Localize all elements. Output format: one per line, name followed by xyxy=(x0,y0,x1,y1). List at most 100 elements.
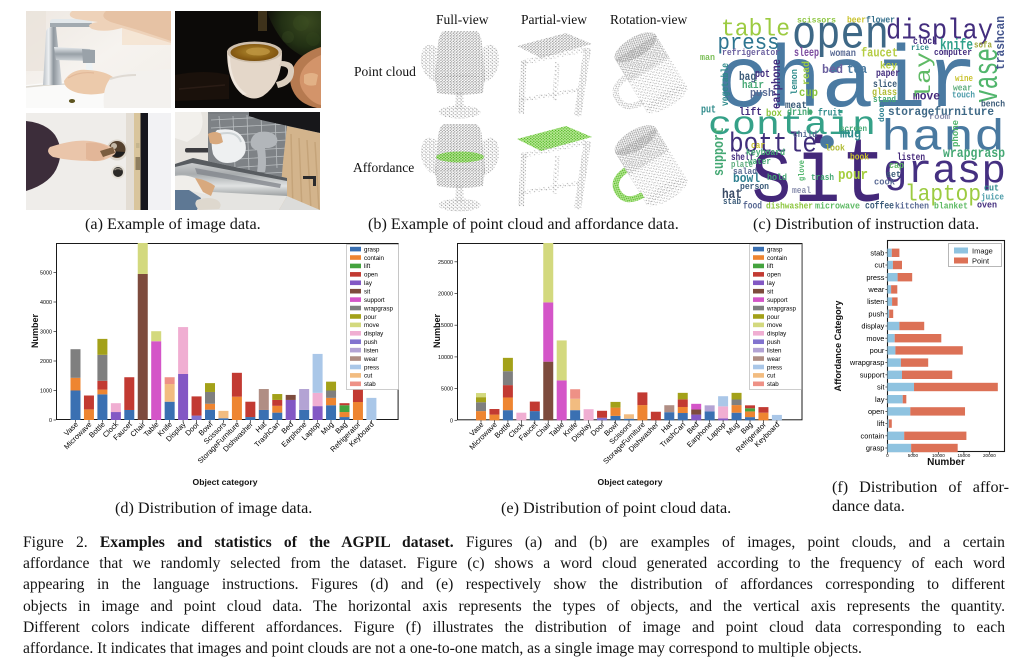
svg-text:hat: hat xyxy=(722,187,742,203)
svg-text:sleep: sleep xyxy=(794,46,819,60)
svg-text:clock: clock xyxy=(913,36,937,48)
svg-text:man: man xyxy=(700,52,715,63)
svg-text:pour: pour xyxy=(870,346,885,355)
svg-text:support: support xyxy=(711,127,728,176)
svg-text:put: put xyxy=(701,105,716,117)
svg-text:bowl: bowl xyxy=(733,171,760,186)
svg-text:vegetable: vegetable xyxy=(720,63,732,106)
svg-text:cut: cut xyxy=(364,373,373,380)
svg-text:open: open xyxy=(364,272,378,279)
svg-text:2000: 2000 xyxy=(40,359,52,365)
svg-text:Affordance Category: Affordance Category xyxy=(833,300,843,392)
svg-text:push: push xyxy=(767,339,781,346)
svg-text:0: 0 xyxy=(886,453,889,458)
svg-text:lift: lift xyxy=(364,263,370,270)
svg-text:scissors: scissors xyxy=(797,17,836,26)
svg-text:4000: 4000 xyxy=(40,300,52,306)
svg-text:fruit: fruit xyxy=(818,108,842,120)
svg-text:cut: cut xyxy=(875,261,885,270)
svg-text:pour: pour xyxy=(767,314,779,321)
svg-text:listen: listen xyxy=(767,347,782,354)
svg-text:display: display xyxy=(364,331,384,338)
svg-text:wear: wear xyxy=(953,83,972,94)
svg-text:contain: contain xyxy=(364,255,385,262)
svg-text:lay: lay xyxy=(875,395,885,404)
svg-text:sit: sit xyxy=(767,289,773,296)
svg-text:water: water xyxy=(748,157,771,167)
svg-text:0: 0 xyxy=(49,418,52,424)
svg-text:chair: chair xyxy=(717,35,978,133)
svg-text:display: display xyxy=(861,322,884,331)
svg-text:phone: phone xyxy=(950,120,961,147)
svg-text:sofa: sofa xyxy=(974,41,992,51)
svg-text:cut: cut xyxy=(984,183,999,194)
svg-text:book: book xyxy=(850,152,869,163)
svg-text:Image: Image xyxy=(972,247,993,256)
svg-text:support: support xyxy=(860,370,885,379)
svg-text:listen: listen xyxy=(897,152,925,164)
svg-text:open: open xyxy=(792,10,889,62)
svg-text:flower: flower xyxy=(866,16,895,26)
svg-text:wrapgrasp: wrapgrasp xyxy=(849,358,885,367)
svg-text:keyboard: keyboard xyxy=(746,147,785,158)
svg-text:car: car xyxy=(751,140,765,151)
svg-text:key: key xyxy=(880,61,898,73)
svg-text:slice: slice xyxy=(873,79,897,91)
svg-text:5000: 5000 xyxy=(908,453,919,458)
svg-text:door: door xyxy=(877,103,887,122)
svg-text:sit: sit xyxy=(877,383,884,392)
svg-text:lay: lay xyxy=(364,280,373,287)
svg-text:lemon: lemon xyxy=(790,69,800,95)
svg-text:lay: lay xyxy=(914,52,937,100)
svg-text:press: press xyxy=(866,273,884,282)
svg-text:paper: paper xyxy=(876,68,900,80)
svg-text:beer: beer xyxy=(847,16,866,26)
svg-text:stab: stab xyxy=(870,248,884,257)
svg-text:grasp: grasp xyxy=(767,246,783,253)
svg-text:move: move xyxy=(866,334,884,343)
svg-text:move: move xyxy=(913,90,940,104)
svg-text:Number: Number xyxy=(30,314,40,349)
svg-text:press: press xyxy=(767,364,782,371)
svg-text:move: move xyxy=(767,322,783,329)
svg-text:glass: glass xyxy=(872,87,897,99)
svg-text:listen: listen xyxy=(867,297,884,306)
svg-text:wine: wine xyxy=(955,73,973,84)
svg-text:vase: vase xyxy=(970,48,1008,103)
svg-text:mug: mug xyxy=(840,127,861,143)
svg-text:hold: hold xyxy=(767,173,787,183)
svg-text:plate: plate xyxy=(731,160,753,170)
svg-text:contain: contain xyxy=(708,107,876,144)
svg-text:read: read xyxy=(801,61,813,85)
svg-text:box: box xyxy=(766,108,782,120)
svg-text:wrapgrasp: wrapgrasp xyxy=(943,146,1005,162)
svg-text:display: display xyxy=(767,331,787,338)
svg-text:3000: 3000 xyxy=(40,330,52,336)
svg-text:child: child xyxy=(793,129,817,140)
svg-text:touch: touch xyxy=(952,90,975,101)
svg-text:tea: tea xyxy=(847,62,867,77)
svg-text:grasp: grasp xyxy=(364,246,380,253)
svg-text:stab: stab xyxy=(723,197,741,207)
svg-text:bed: bed xyxy=(822,63,843,77)
svg-text:blanket: blanket xyxy=(934,201,968,212)
svg-text:press: press xyxy=(718,31,780,56)
svg-text:coffee: coffee xyxy=(865,201,894,213)
svg-text:sit: sit xyxy=(748,124,887,212)
svg-text:grasp: grasp xyxy=(866,444,885,453)
svg-text:refrigerator: refrigerator xyxy=(722,47,780,58)
svg-text:computer: computer xyxy=(934,47,972,58)
svg-text:drink: drink xyxy=(787,107,812,119)
svg-text:5000: 5000 xyxy=(441,387,453,393)
svg-text:stab: stab xyxy=(364,381,376,388)
svg-text:push: push xyxy=(364,339,378,346)
svg-text:trashcan: trashcan xyxy=(993,16,1008,70)
svg-text:20000: 20000 xyxy=(983,453,996,458)
svg-text:wear: wear xyxy=(867,285,885,294)
svg-text:Number: Number xyxy=(432,314,442,349)
svg-text:hair: hair xyxy=(742,80,764,92)
svg-text:lift: lift xyxy=(767,263,773,270)
svg-text:storagefurniture: storagefurniture xyxy=(888,106,994,119)
svg-text:table: table xyxy=(721,17,790,44)
svg-text:Affordance: Affordance xyxy=(353,160,414,175)
